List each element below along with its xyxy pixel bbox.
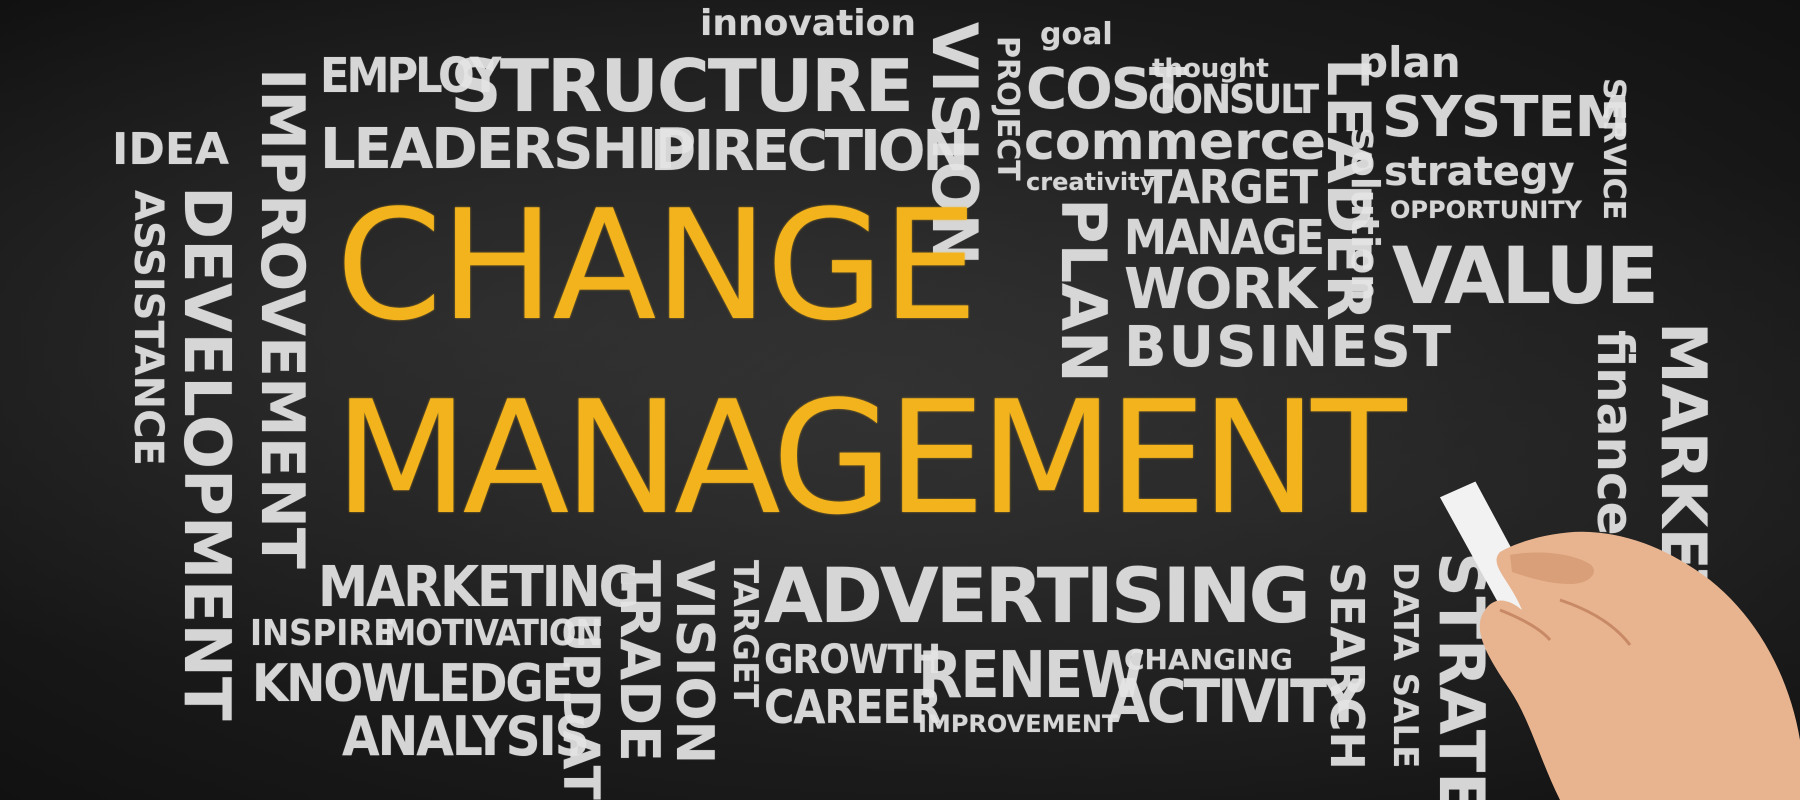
word-work: WORK [1124, 257, 1317, 322]
word-update: UPDATE [552, 612, 610, 800]
word-plan-vertical: PLAN [1047, 198, 1120, 383]
word-trade: TRADE [608, 560, 671, 762]
word-inspire: INSPIRE [250, 613, 396, 654]
hand-with-chalk [1440, 481, 1800, 800]
word-business: BUSINEST [1124, 315, 1453, 380]
word-activity: ACTIVITY [1108, 667, 1363, 737]
word-leadership: LEADERSHIP [320, 117, 696, 182]
word-employ: EMPLOY [320, 48, 501, 104]
word-motivation: MOTIVATION [384, 613, 603, 654]
word-advertising: ADVERTISING [764, 551, 1311, 640]
word-idea: IDEA [112, 124, 230, 175]
word-structure: STRUCTURE [450, 44, 914, 128]
word-value: VALUE [1392, 232, 1659, 322]
word-target-top: TARGET [1144, 160, 1318, 214]
word-opportunity: OPPORTUNITY [1390, 196, 1583, 224]
headline-management: MANAGEMENT [334, 367, 1407, 549]
word-assistance: ASSISTANCE [125, 190, 171, 466]
word-consult: CONSULT [1148, 77, 1319, 123]
word-vision-bottom: VISION [664, 560, 724, 765]
word-changing: CHANGING [1124, 643, 1293, 676]
word-strategy-small: strategy [1384, 149, 1575, 195]
hand [1479, 531, 1800, 800]
word-goal: goal [1040, 17, 1113, 52]
word-improvement-small: IMPROVEMENT [918, 710, 1119, 738]
word-plan: plan [1358, 38, 1461, 87]
word-manage: MANAGE [1124, 210, 1325, 266]
word-direction: DIRECTION [650, 119, 969, 184]
word-commerce: commerce [1024, 112, 1326, 172]
word-thought: thought [1152, 54, 1269, 84]
word-innovation: innovation [700, 3, 916, 44]
word-target-bottom: TARGET [725, 560, 765, 708]
word-development: DEVELOPMENT [169, 186, 243, 721]
word-creativity: creativity [1026, 168, 1156, 196]
word-improvement-vertical: IMPROVEMENT [247, 68, 317, 569]
word-service: SERVICE [1596, 78, 1631, 221]
word-marketing: MARKETING [318, 555, 640, 620]
word-renew: RENEW [918, 639, 1145, 713]
word-growth: GROWTH [764, 637, 941, 683]
word-analysis: ANALYSIS [342, 705, 590, 768]
word-data-sale: DATA SALE [1385, 562, 1425, 769]
word-cost: COST [1026, 57, 1187, 122]
word-solution: solution [1343, 128, 1387, 302]
word-system: SYSTEM [1382, 85, 1630, 150]
word-search: SEARCH [1320, 562, 1374, 770]
word-career: CAREER [764, 680, 942, 734]
word-knowledge: KNOWLEDGE [252, 654, 574, 714]
word-project: PROJECT [990, 36, 1025, 181]
headline-change: CHANGE [336, 177, 978, 354]
